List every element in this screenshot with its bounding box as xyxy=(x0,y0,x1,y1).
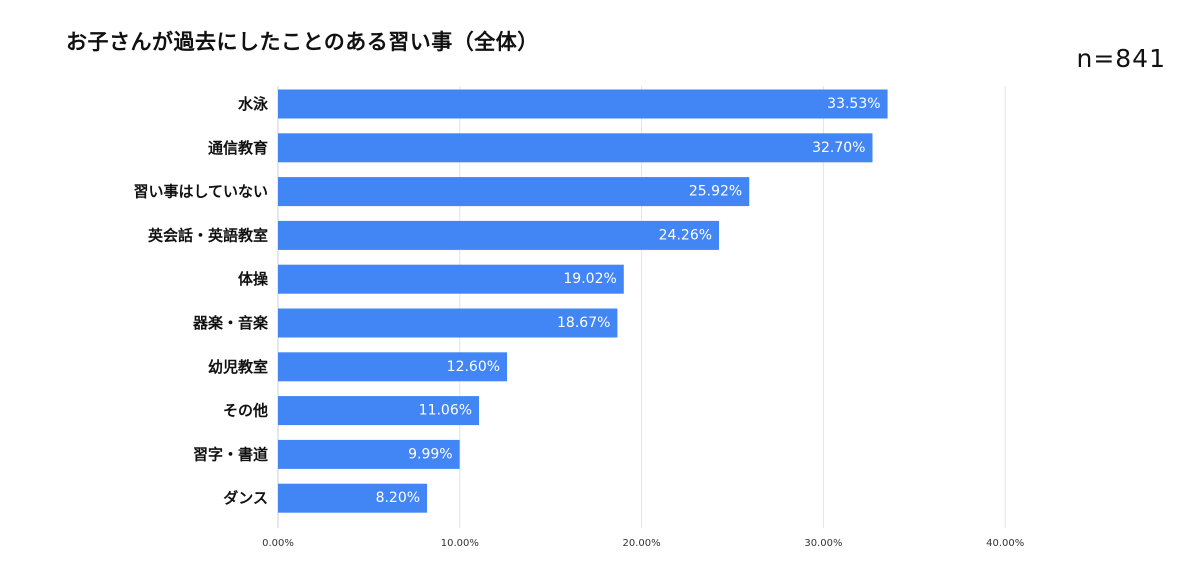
value-label: 8.20% xyxy=(376,490,420,506)
category-label: 体操 xyxy=(238,270,269,288)
bar-0 xyxy=(278,89,888,119)
category-label: 器楽・音楽 xyxy=(192,314,269,332)
bar-4 xyxy=(278,264,624,294)
value-label: 11.06% xyxy=(419,403,472,419)
category-label: 英会話・英語教室 xyxy=(148,226,268,244)
value-label: 24.26% xyxy=(659,227,712,243)
category-label: 通信教育 xyxy=(208,139,268,157)
category-label: 水泳 xyxy=(238,95,269,113)
bar-5 xyxy=(278,308,618,338)
category-label: 幼児教室 xyxy=(208,358,268,376)
bar-6 xyxy=(278,352,508,382)
x-tick-label: 10.00% xyxy=(441,538,479,549)
category-label: 習字・書道 xyxy=(193,445,268,463)
value-label: 18.67% xyxy=(557,315,610,331)
x-tick-label: 20.00% xyxy=(623,538,661,549)
bar-9 xyxy=(278,483,428,513)
bar-3 xyxy=(278,220,720,250)
x-tick-label: 0.00% xyxy=(262,538,294,549)
x-tick-label: 40.00% xyxy=(986,538,1024,549)
x-tick-label: 30.00% xyxy=(804,538,842,549)
value-label: 19.02% xyxy=(563,271,616,287)
category-label: その他 xyxy=(223,402,268,420)
bar-2 xyxy=(278,177,750,207)
bar-7 xyxy=(278,396,480,426)
value-label: 25.92% xyxy=(689,184,742,200)
category-label: ダンス xyxy=(223,489,268,507)
value-label: 12.60% xyxy=(447,359,500,375)
bar-1 xyxy=(278,133,873,163)
value-label: 33.53% xyxy=(827,96,880,112)
value-label: 9.99% xyxy=(408,446,452,462)
category-label: 習い事はしていない xyxy=(133,183,268,201)
bar-8 xyxy=(278,439,460,469)
value-label: 32.70% xyxy=(812,140,865,156)
sample-size-label: n=841 xyxy=(1076,44,1166,73)
chart-title: お子さんが過去にしたことのある習い事（全体） xyxy=(66,30,539,54)
